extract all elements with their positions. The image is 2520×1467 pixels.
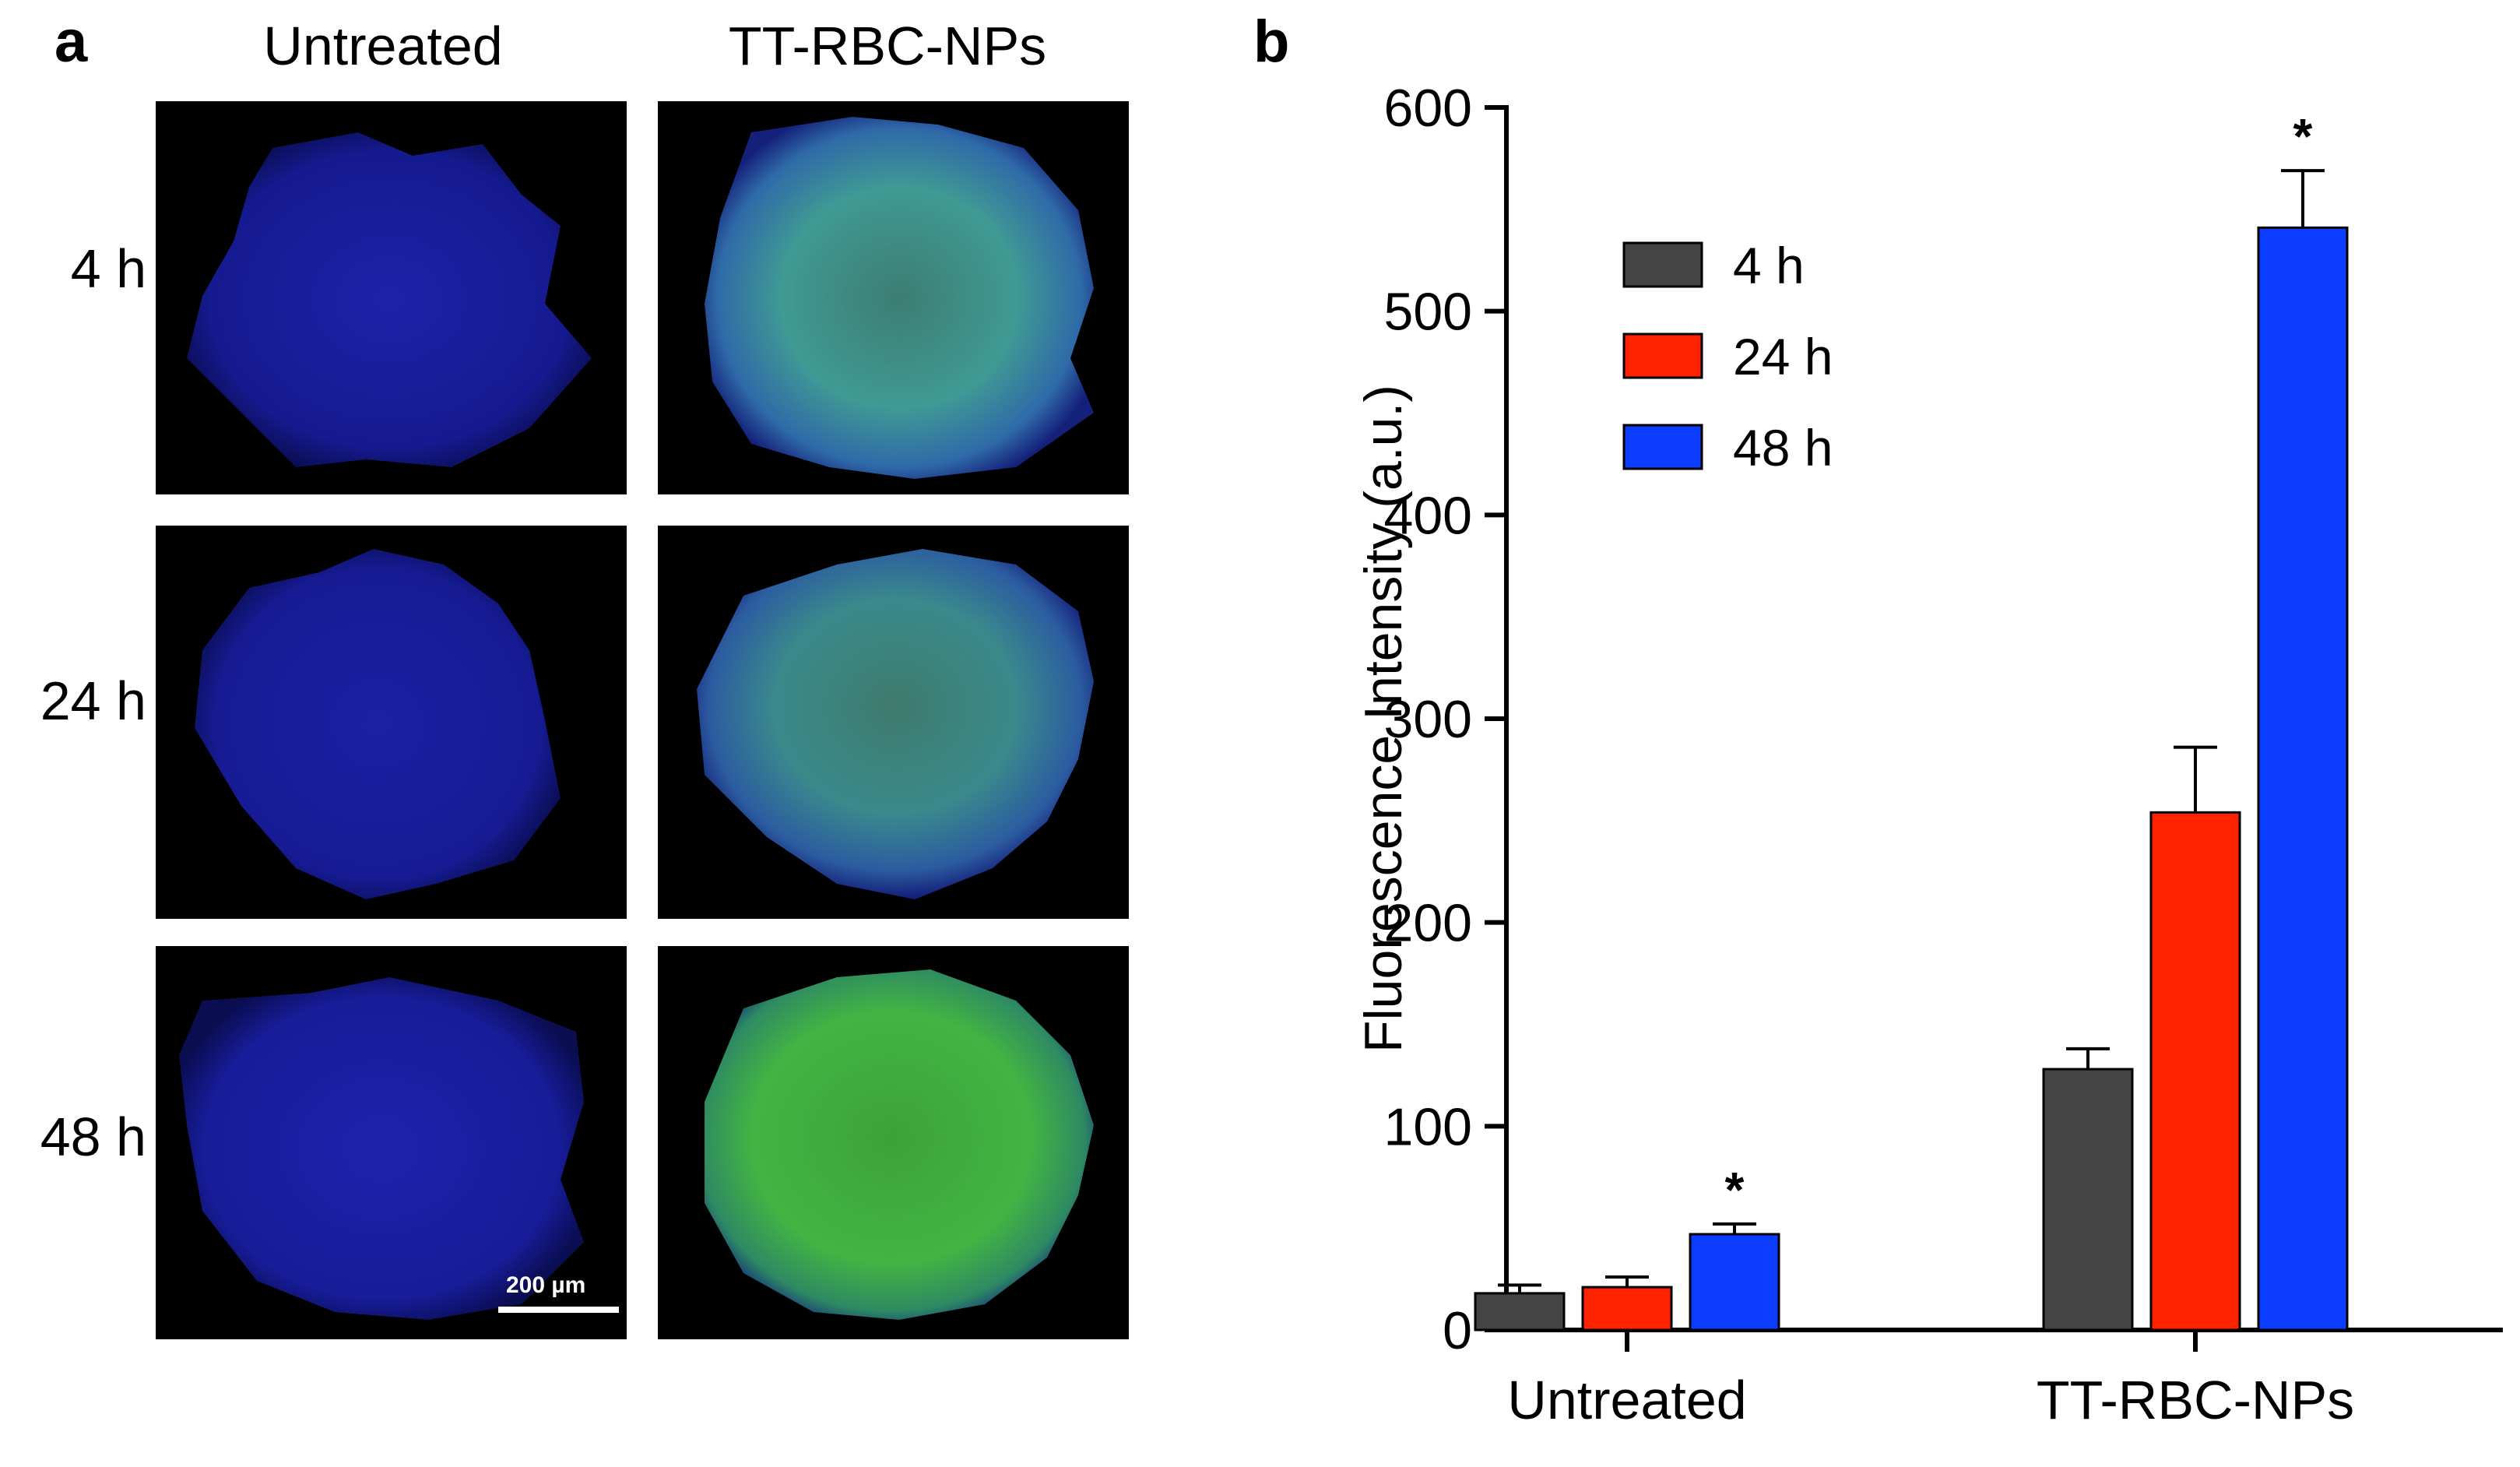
bar — [1689, 1233, 1780, 1332]
y-tick-label: 400 — [1384, 486, 1472, 545]
row-label-4h: 4 h — [70, 238, 146, 299]
bar — [2149, 811, 2241, 1332]
bar — [1474, 1292, 1566, 1332]
bar — [2257, 226, 2349, 1332]
legend-swatch — [1622, 424, 1703, 470]
legend-swatch — [1622, 241, 1703, 288]
row-label-48h: 48 h — [40, 1106, 146, 1167]
legend-label: 4 h — [1733, 237, 1805, 294]
legend-swatch — [1622, 332, 1703, 379]
micrograph-untreated-24h — [156, 526, 627, 919]
panel-a-letter: a — [54, 9, 88, 75]
bar — [1581, 1286, 1673, 1332]
significance-marker: * — [2293, 108, 2313, 164]
y-axis-label: Fluorescence Intensity (a.u.) — [1354, 385, 1413, 1053]
x-tick-label: TT-RBC-NPs — [2037, 1370, 2354, 1430]
legend-label: 24 h — [1733, 328, 1833, 385]
legend-label: 48 h — [1733, 419, 1833, 477]
micrograph-tt-rbc-nps-24h — [658, 526, 1129, 919]
column-header-untreated: Untreated — [263, 16, 503, 76]
bar — [2042, 1068, 2134, 1332]
y-tick-label: 200 — [1384, 894, 1472, 953]
significance-marker: * — [1725, 1162, 1745, 1218]
y-tick-label: 300 — [1384, 690, 1472, 749]
y-tick-label: 500 — [1384, 283, 1472, 342]
scale-bar — [498, 1307, 619, 1313]
y-tick-label: 0 — [1443, 1301, 1472, 1360]
micrograph-tt-rbc-nps-4h — [658, 101, 1129, 494]
y-tick-label: 100 — [1384, 1097, 1472, 1156]
x-tick-label: Untreated — [1507, 1370, 1746, 1430]
micrograph-untreated-4h — [156, 101, 627, 494]
micrograph-tt-rbc-nps-48h — [658, 946, 1129, 1339]
scale-bar-label: 200 µm — [506, 1272, 586, 1298]
column-header-tt-rbc-nps: TT-RBC-NPs — [728, 16, 1047, 76]
y-tick-label: 600 — [1384, 79, 1472, 138]
micrograph-untreated-48h — [156, 946, 627, 1339]
panel-b-letter: b — [1253, 9, 1290, 75]
row-label-24h: 24 h — [40, 670, 146, 731]
bar-chart: 0 100 200 300 400 500 600 Fluorescence Intensit… — [1354, 79, 2503, 1430]
